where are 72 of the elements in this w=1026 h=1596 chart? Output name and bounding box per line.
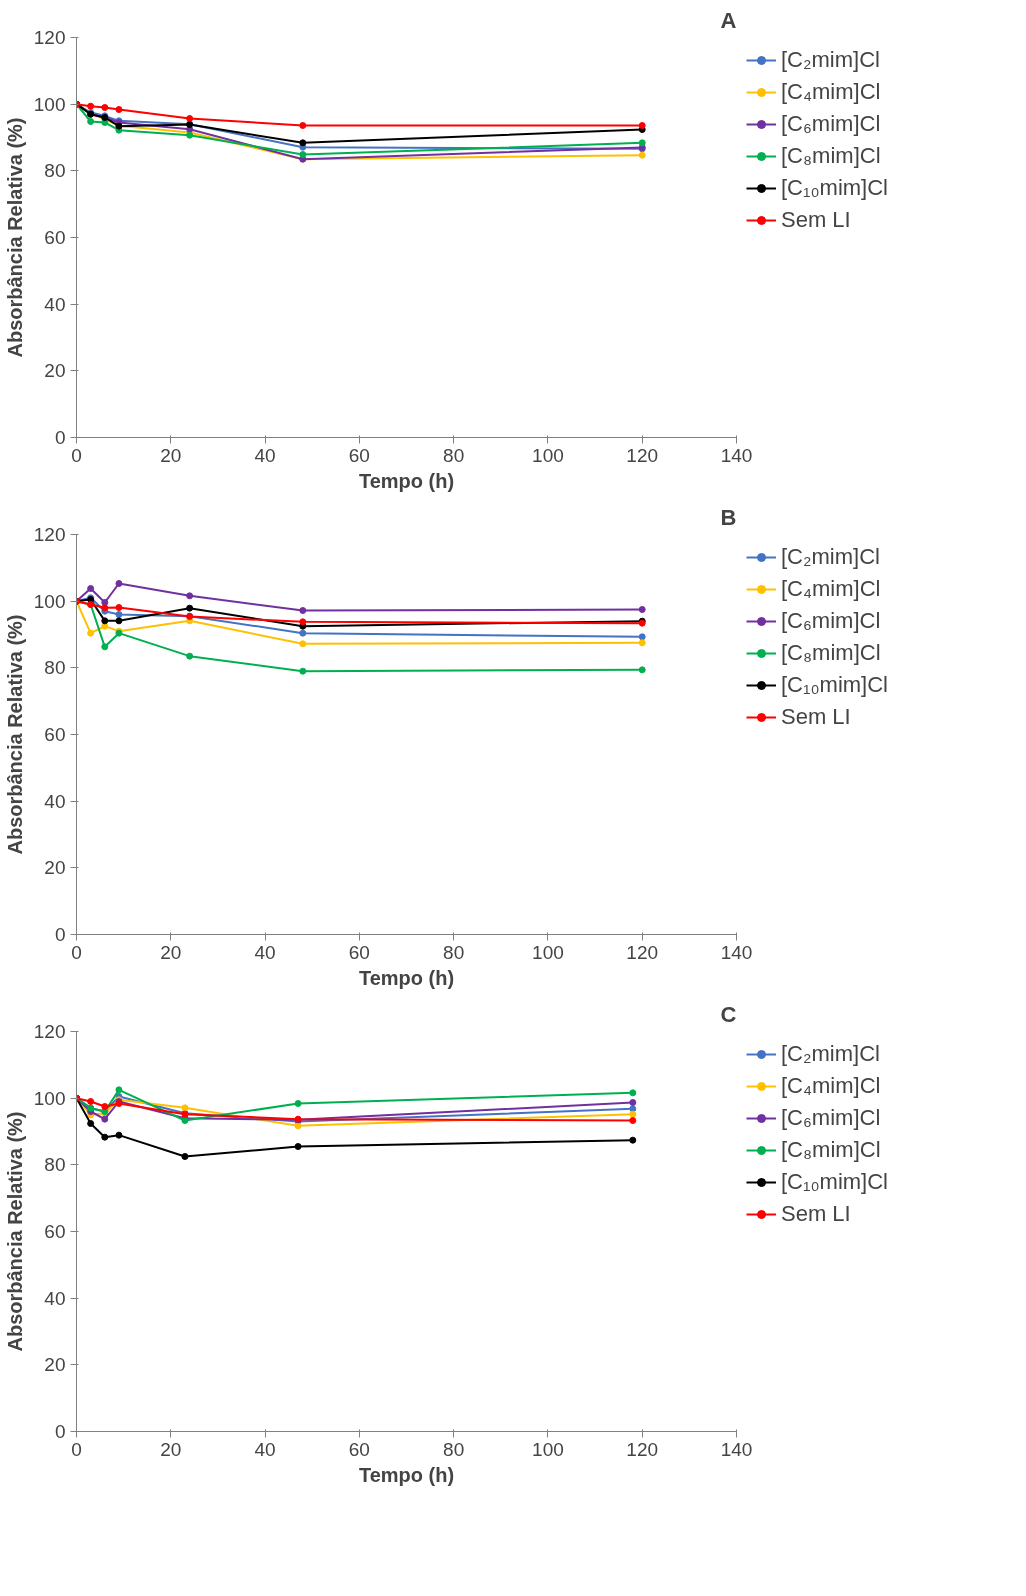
y-axis-title: Absorbância Relativa (%)	[3, 614, 26, 855]
legend-label: [C₈mim]Cl	[781, 1137, 881, 1163]
y-tick-label: 100	[33, 93, 66, 115]
y-tick-label: 20	[44, 360, 66, 382]
x-tick-label: 80	[443, 444, 465, 466]
y-tick-label: 20	[44, 1354, 66, 1376]
legend-label: [C₁₀mim]Cl	[781, 1169, 888, 1195]
y-tick-label: 100	[33, 590, 66, 612]
y-tick-label: 0	[54, 1421, 66, 1442]
y-tick-label: 40	[44, 790, 66, 812]
y-tick-label: 80	[44, 657, 66, 679]
legend-label: [C₆mim]Cl	[781, 1105, 881, 1131]
x-tick-label: 120	[626, 941, 659, 963]
x-tick-label: 140	[720, 444, 753, 466]
y-tick-label: 40	[44, 293, 66, 315]
legend-label: [C₂mim]Cl	[781, 544, 880, 570]
x-tick-label: 60	[348, 941, 370, 963]
legend-label: [C₄mim]Cl	[781, 1073, 881, 1099]
y-tick-label: 20	[44, 857, 66, 879]
chart-title: C	[720, 1001, 737, 1027]
x-tick-label: 20	[160, 444, 182, 466]
y-tick-label: 80	[44, 160, 66, 182]
y-tick-label: 60	[44, 227, 66, 248]
legend-label: Sem LI	[781, 704, 851, 730]
x-tick-label: 60	[348, 444, 370, 466]
x-tick-label: 80	[443, 1438, 465, 1460]
y-axis-title: Absorbância Relativa (%)	[3, 1111, 26, 1352]
y-tick-label: 0	[54, 427, 66, 448]
y-tick-label: 80	[44, 1154, 66, 1176]
x-axis-title: Tempo (h)	[358, 1463, 455, 1486]
y-tick-label: 100	[33, 1087, 66, 1109]
x-tick-label: 0	[71, 444, 82, 466]
y-tick-label: 0	[54, 924, 66, 945]
legend-label: [C₁₀mim]Cl	[781, 672, 888, 698]
x-tick-label: 100	[532, 941, 564, 963]
x-tick-label: 20	[160, 941, 182, 963]
y-tick-label: 60	[44, 724, 66, 745]
legend-label: [C₈mim]Cl	[781, 640, 881, 666]
x-tick-label: 60	[348, 1438, 370, 1460]
legend-label: [C₂mim]Cl	[781, 47, 880, 73]
x-tick-label: 40	[254, 444, 276, 466]
x-tick-label: 140	[720, 941, 753, 963]
legend-label: Sem LI	[781, 1201, 851, 1227]
x-axis-title: Tempo (h)	[358, 966, 455, 989]
chart-title: B	[720, 504, 737, 530]
x-tick-label: 0	[71, 941, 82, 963]
x-tick-label: 80	[443, 941, 465, 963]
x-tick-label: 120	[626, 444, 659, 466]
y-tick-label: 60	[44, 1221, 66, 1242]
x-tick-label: 0	[71, 1438, 82, 1460]
x-tick-label: 100	[532, 444, 564, 466]
x-tick-label: 100	[532, 1438, 564, 1460]
y-axis-title: Absorbância Relativa (%)	[3, 117, 26, 358]
legend-label: [C₂mim]Cl	[781, 1041, 880, 1067]
y-tick-label: 40	[44, 1287, 66, 1309]
legend-label: [C₆mim]Cl	[781, 608, 881, 634]
chart-title: A	[720, 7, 737, 33]
legend-label: [C₄mim]Cl	[781, 576, 881, 602]
x-axis-title: Tempo (h)	[358, 469, 455, 492]
legend-label: Sem LI	[781, 207, 851, 233]
x-tick-label: 40	[254, 941, 276, 963]
y-tick-label: 120	[33, 524, 66, 545]
x-tick-label: 20	[160, 1438, 182, 1460]
x-tick-label: 120	[626, 1438, 659, 1460]
legend-label: [C₈mim]Cl	[781, 143, 881, 169]
legend-label: [C₄mim]Cl	[781, 79, 881, 105]
legend-label: [C₆mim]Cl	[781, 111, 881, 137]
x-tick-label: 140	[720, 1438, 753, 1460]
x-tick-label: 40	[254, 1438, 276, 1460]
y-tick-label: 120	[33, 27, 66, 48]
legend-label: [C₁₀mim]Cl	[781, 175, 888, 201]
y-tick-label: 120	[33, 1021, 66, 1042]
